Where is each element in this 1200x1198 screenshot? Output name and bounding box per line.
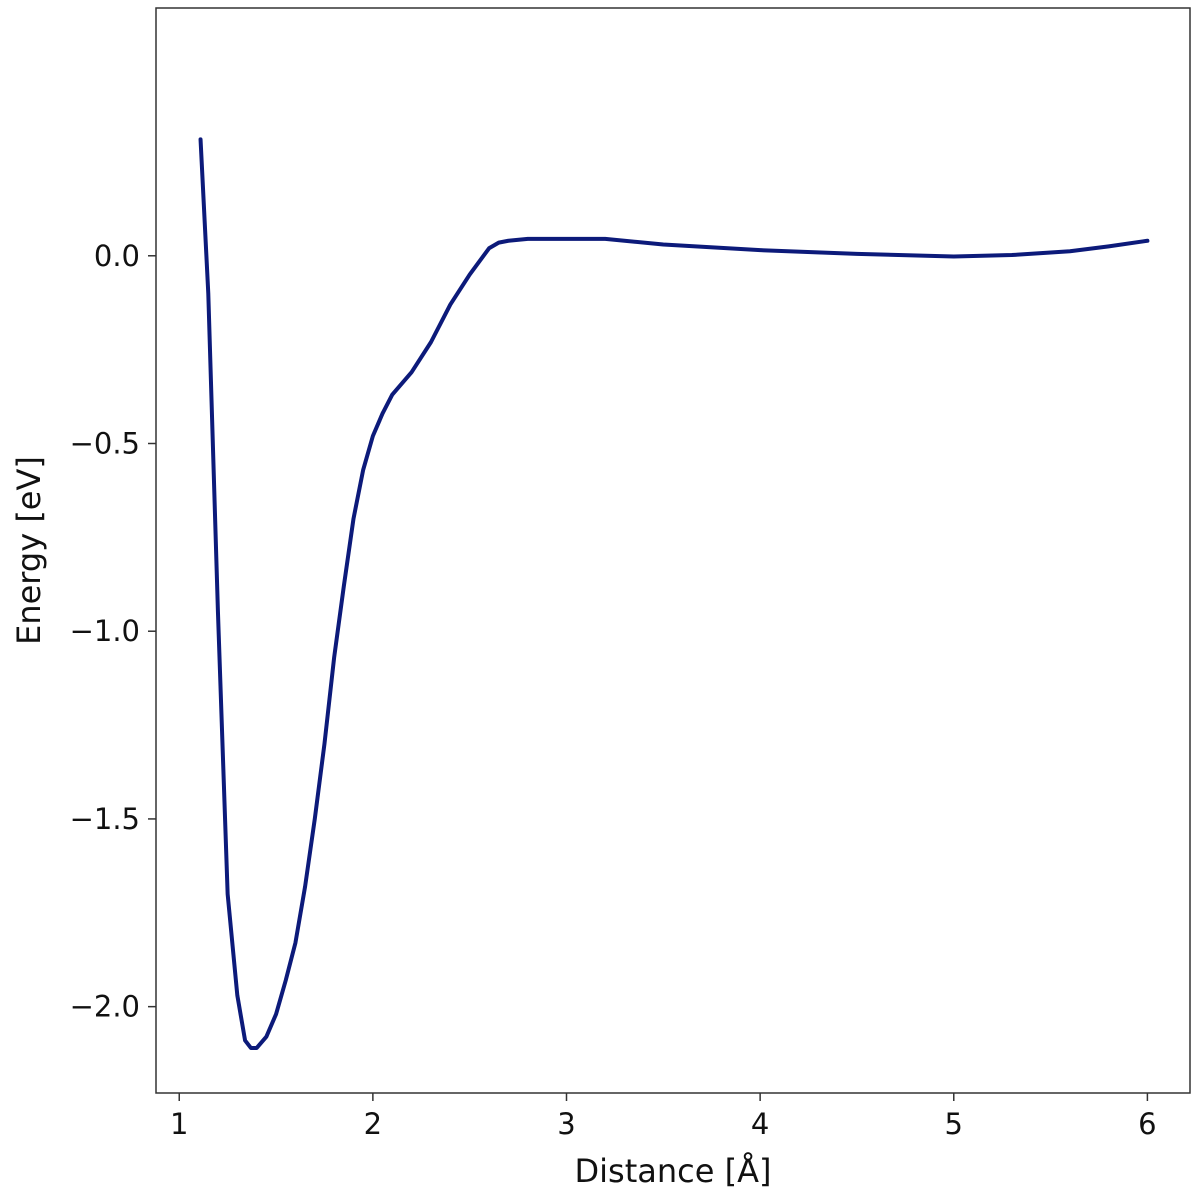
series-line-0: [198, 137, 1150, 1050]
y-tick-label: −1.0: [70, 614, 140, 648]
y-axis-label: Energy [eV]: [10, 456, 48, 645]
x-tick-label: 5: [945, 1107, 963, 1141]
x-axis-label: Distance [Å]: [575, 1152, 772, 1190]
y-tick-label: 0.0: [94, 239, 140, 273]
y-tick-label: −0.5: [70, 427, 140, 461]
y-tick-label: −1.5: [70, 802, 140, 836]
x-tick-label: 1: [170, 1107, 188, 1141]
x-tick-label: 2: [364, 1107, 382, 1141]
tick-layer: 1 2 3 4 5 6 −2.0 −1.5 −1.0 −0.5 0.0: [70, 239, 1157, 1141]
plot-frame: [155, 7, 1191, 1094]
x-tick-label: 6: [1138, 1107, 1156, 1141]
plot-layer: [198, 137, 1150, 1050]
x-tick-label: 4: [751, 1107, 769, 1141]
y-tick-label: −2.0: [70, 990, 140, 1024]
x-tick-label: 3: [557, 1107, 575, 1141]
